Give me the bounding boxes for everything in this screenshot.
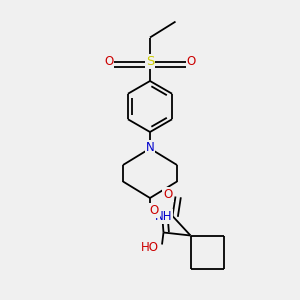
Text: O: O (150, 204, 159, 217)
Text: N: N (146, 141, 154, 154)
Text: O: O (104, 55, 113, 68)
Text: O: O (164, 188, 172, 201)
Text: NH: NH (155, 210, 172, 224)
Text: S: S (146, 55, 154, 68)
Text: HO: HO (141, 241, 159, 254)
Text: O: O (187, 55, 196, 68)
